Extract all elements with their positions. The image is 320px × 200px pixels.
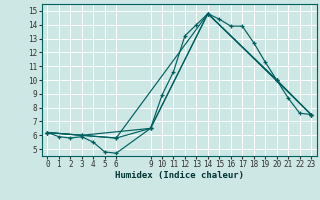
X-axis label: Humidex (Indice chaleur): Humidex (Indice chaleur) xyxy=(115,171,244,180)
